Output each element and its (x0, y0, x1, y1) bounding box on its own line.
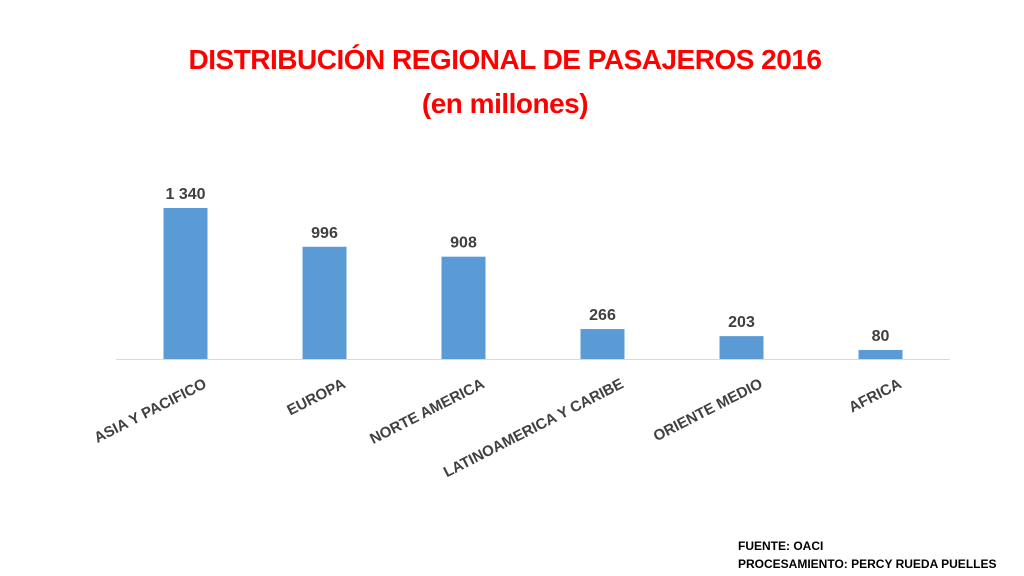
value-labels-group: 1 340 996 908 266 203 80 (165, 186, 889, 345)
bar-4 (719, 336, 764, 359)
chart-title-line-1: DISTRIBUCIÓN REGIONAL DE PASAJEROS 2016 (188, 44, 822, 75)
value-label-2: 908 (450, 235, 477, 252)
source-line-1: FUENTE: OACI (738, 539, 824, 553)
source-line-2: PROCESAMIENTO: PERCY RUEDA PUELLES (738, 557, 997, 571)
category-label-2: NORTE AMERICA (367, 375, 487, 447)
bar-1 (302, 246, 347, 359)
chart-title: DISTRIBUCIÓN REGIONAL DE PASAJEROS 2016 … (0, 38, 1010, 126)
bar-0 (163, 208, 208, 359)
bar-5 (858, 349, 903, 359)
value-label-4: 203 (728, 314, 755, 331)
value-label-3: 266 (589, 307, 616, 324)
source-note: FUENTE: OACI PROCESAMIENTO: PERCY RUEDA … (738, 537, 996, 573)
category-label-1: EUROPA (284, 375, 348, 419)
category-labels-group: ASIA Y PACIFICO EUROPA NORTE AMERICALATINO… (91, 375, 904, 481)
category-label-0: ASIA Y PACIFICO (91, 375, 209, 446)
bars-group (163, 208, 903, 359)
chart-title-line-2: (en millones) (421, 88, 589, 119)
value-label-1: 996 (311, 225, 338, 242)
category-label-5: AFRICA (846, 375, 904, 416)
value-label-5: 80 (872, 328, 890, 345)
category-label-4: ORIENTE MEDIO (651, 375, 766, 445)
bar-3 (580, 329, 625, 359)
bar-2 (441, 256, 486, 359)
value-label-0: 1 340 (165, 186, 205, 203)
